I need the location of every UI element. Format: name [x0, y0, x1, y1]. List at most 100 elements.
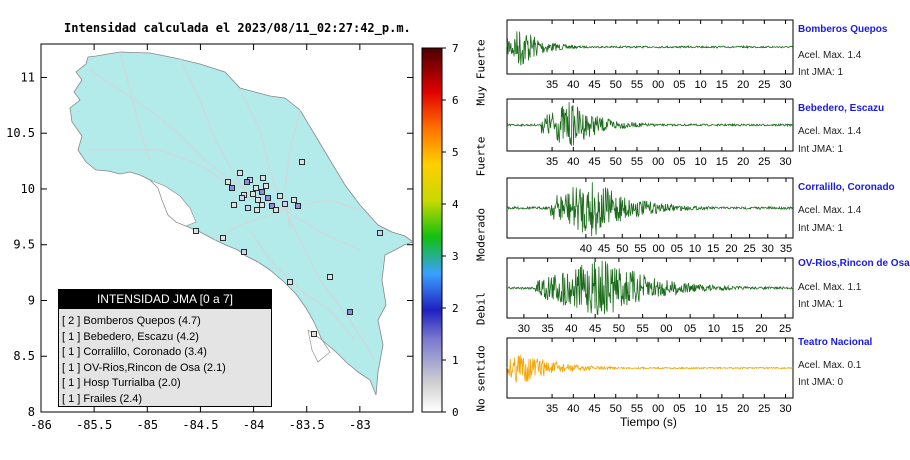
time-axis-label: Tiempo (s) [620, 415, 677, 429]
station-marker [229, 185, 235, 191]
colorbar [421, 47, 443, 413]
colorbar-label-fuerte: Fuerte [474, 136, 488, 177]
waveform-tick-label: 25 [758, 403, 770, 415]
waveform-tick-label: 35 [546, 79, 558, 91]
colorbar-tick-label: 7 [452, 42, 459, 55]
station-marker [193, 228, 199, 234]
x-tick-label: -85.5 [76, 418, 112, 432]
waveform-tick-label: 45 [588, 79, 600, 91]
station-marker [245, 205, 251, 211]
waveform-tick-label: 50 [613, 323, 625, 335]
waveform-tick-label: 10 [695, 403, 707, 415]
waveform-tick-label: 05 [673, 403, 685, 415]
station-marker [237, 170, 243, 176]
waveform-panels: 35 40 45 50 55 00 05 10 15 20 25 30 35 40 45 50 55 00 05 10… [506, 19, 794, 415]
station-marker [254, 207, 260, 213]
legend-item: [ 1 ] Hosp Turrialba (2.0) [62, 377, 181, 389]
waveform-trace [506, 31, 794, 66]
waveform-trace [506, 102, 794, 146]
waveform-trace [506, 260, 794, 316]
waveform-tick-label: 40 [567, 156, 579, 168]
waveform-tick-label: 25 [758, 79, 770, 91]
station-marker [220, 235, 226, 241]
waveform-tick-label: 55 [634, 243, 646, 255]
station-marker [377, 230, 383, 236]
station-marker [244, 179, 250, 185]
y-tick-label: 8.5 [13, 349, 35, 363]
station-marker [253, 185, 259, 191]
colorbar-label-moderado: Moderado [474, 208, 488, 261]
station-marker [299, 159, 305, 165]
waveform-tick-label: 45 [589, 323, 601, 335]
station-marker [265, 195, 271, 201]
station-accel: Acel. Max. 0.1 [798, 360, 862, 371]
station-name: OV-Rios,Rincon de Osa [798, 258, 910, 269]
station-marker [231, 202, 237, 208]
colorbar-label-muy-fuerte: Muy Fuerte [474, 39, 488, 106]
roads [88, 51, 376, 361]
legend-item: [ 1 ] Corralillo, Coronado (3.4) [62, 346, 207, 358]
station-marker [282, 201, 288, 207]
station-marker [295, 203, 301, 209]
waveform-tick-label: 15 [716, 403, 728, 415]
waveform-tick-label: 35 [546, 403, 558, 415]
station-accel: Acel. Max. 1.1 [798, 282, 862, 293]
station-jma: Int JMA: 0 [798, 377, 844, 388]
waveform-tick-label: 20 [755, 323, 767, 335]
station-markers [193, 159, 383, 337]
waveform-tick-label: 05 [673, 79, 685, 91]
colorbar-tick-label: 3 [452, 250, 459, 263]
waveform-tick-label: 30 [779, 403, 791, 415]
waveform-tick-label: 50 [610, 403, 622, 415]
station-marker [291, 197, 297, 203]
waveform-tick-label: 05 [671, 243, 683, 255]
waveform-tick-label: 05 [673, 156, 685, 168]
waveform-trace [506, 182, 794, 237]
costa-rica-map [69, 51, 413, 396]
waveform-tick-label: 10 [695, 79, 707, 91]
waveform-tick-label: 40 [567, 403, 579, 415]
station-name: Teatro Nacional [798, 337, 873, 348]
legend-item: [ 2 ] Bomberos Quepos (4.7) [62, 315, 201, 327]
waveform-tick-label: 00 [652, 403, 664, 415]
x-tick-label: -86 [30, 418, 52, 432]
waveform-tick-label: 20 [737, 156, 749, 168]
waveform-tick-label: 40 [580, 243, 592, 255]
waveform-tick-label: 15 [716, 79, 728, 91]
waveform-tick-label: 30 [762, 243, 774, 255]
waveform-tick-label: 20 [737, 403, 749, 415]
station-marker [273, 207, 279, 213]
waveform-tick-label: 40 [567, 79, 579, 91]
waveform-tick-label: 30 [518, 323, 530, 335]
map-axes: -86 -85.5 -85 -84.5 -84 -83.5 -83 11 10.5 10 9.5 9 8… [6, 44, 413, 432]
legend-title: INTENSIDAD JMA [0 a 7] [59, 290, 271, 309]
y-tick-label: 11 [21, 70, 35, 84]
station-name: Bomberos Quepos [798, 24, 888, 35]
waveform-tick-label: 15 [707, 243, 719, 255]
station-jma: Int JMA: 1 [798, 144, 844, 155]
waveform-tick-label: 05 [684, 323, 696, 335]
waveform-tick-label: 35 [542, 323, 554, 335]
waveform-tick-label: 10 [689, 243, 701, 255]
station-marker [260, 175, 266, 181]
legend-item: [ 1 ] OV-Rios,Rincon de Osa (2.1) [62, 361, 226, 374]
station-marker [259, 189, 265, 195]
waveform-tick-label: 50 [610, 156, 622, 168]
station-marker [255, 197, 261, 203]
station-name: Corralillo, Coronado [798, 182, 895, 193]
waveform-tick-label: 25 [743, 243, 755, 255]
x-tick-label: -85 [136, 418, 158, 432]
waveform-tick-label: 20 [737, 79, 749, 91]
waveform-tick-label: 45 [598, 243, 610, 255]
waveform-tick-label: 30 [779, 79, 791, 91]
x-tick-label: -84.5 [182, 418, 218, 432]
station-marker [241, 249, 247, 255]
y-tick-label: 10 [21, 182, 35, 196]
legend-item: [ 1 ] Frailes (2.4) [62, 392, 143, 405]
x-tick-label: -84 [243, 418, 265, 432]
y-tick-label: 9.5 [13, 238, 35, 252]
y-tick-label: 10.5 [6, 126, 35, 140]
waveform-tick-label: 55 [631, 156, 643, 168]
waveform-tick-label: 15 [732, 323, 744, 335]
